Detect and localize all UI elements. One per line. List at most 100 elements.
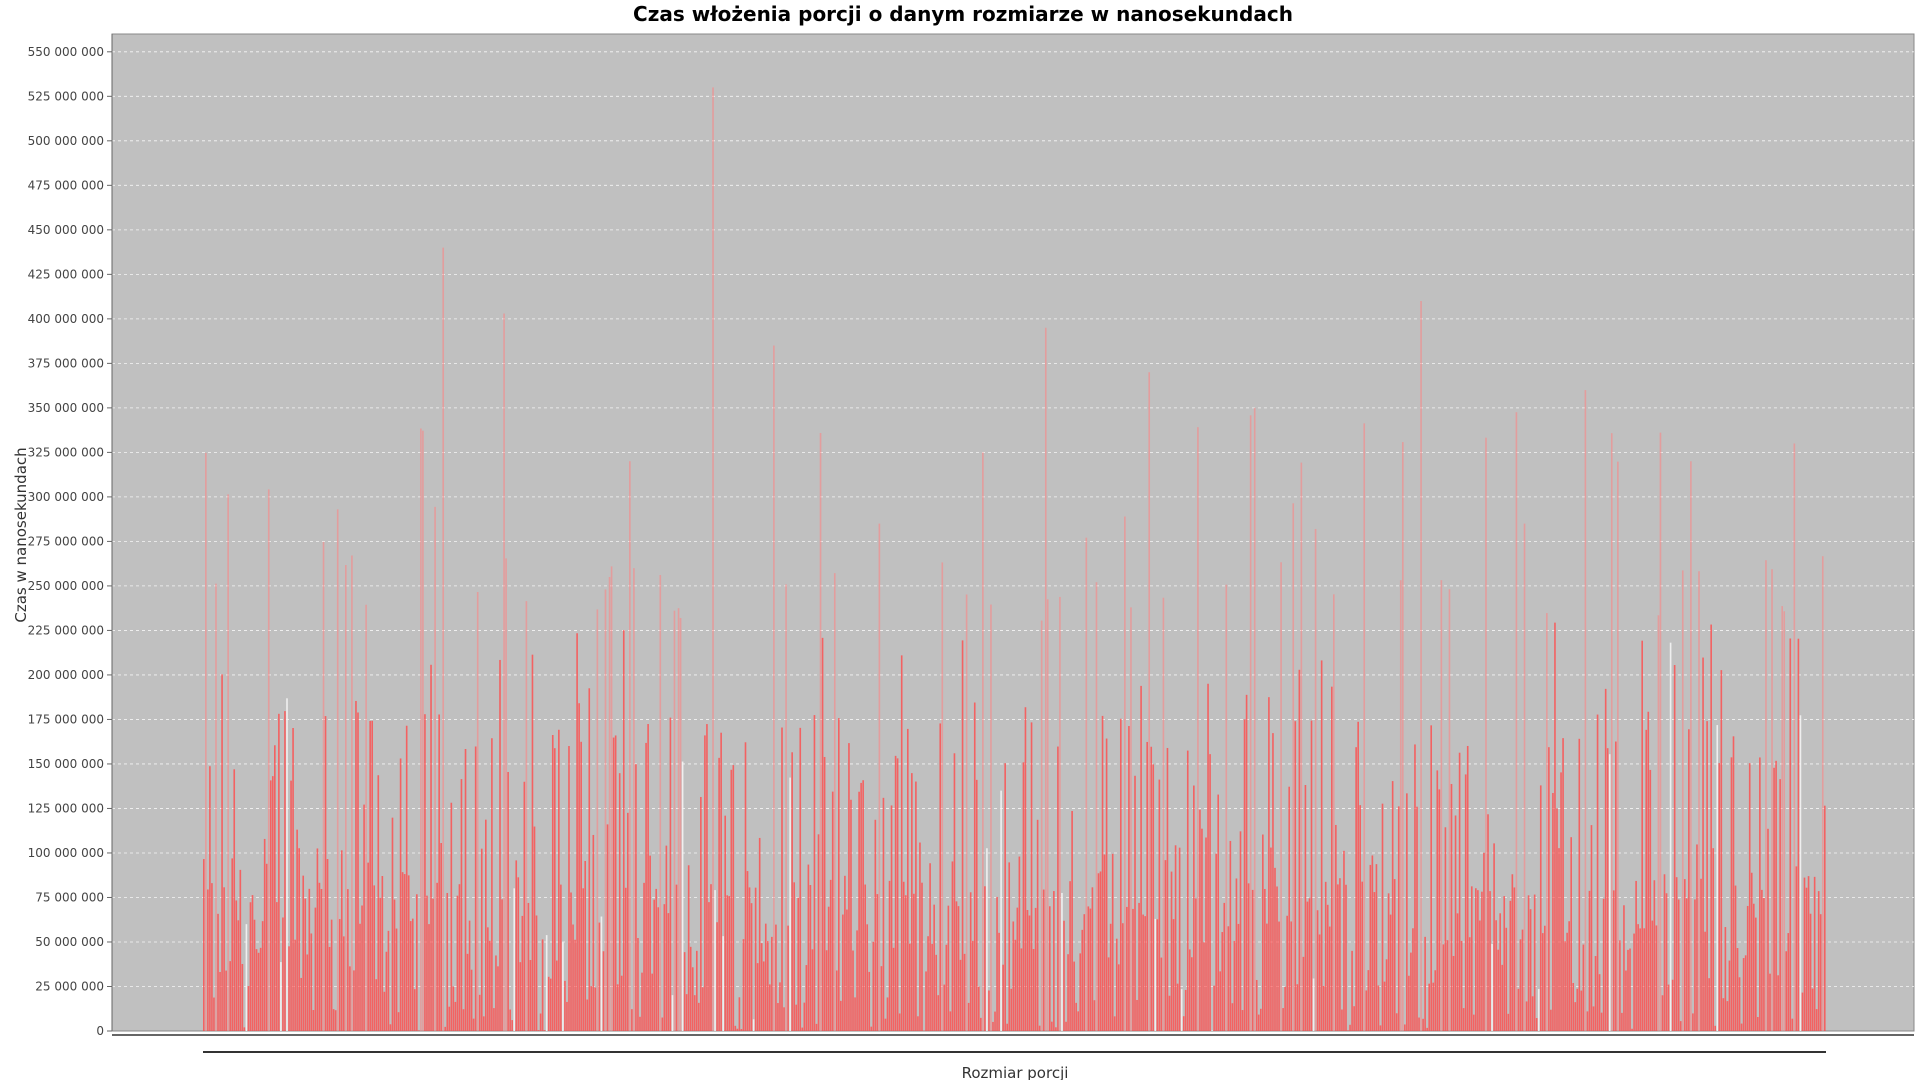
y-tick-label: 175 000 000: [28, 712, 104, 726]
bar: [830, 880, 832, 1031]
bar: [1027, 910, 1029, 1031]
bar: [1534, 895, 1536, 1031]
bar: [465, 749, 467, 1031]
bar: [1781, 606, 1783, 1031]
bar: [1733, 736, 1735, 1031]
bar: [1343, 851, 1345, 1031]
bar: [895, 756, 897, 1031]
bar: [1262, 835, 1264, 1031]
bar: [1049, 906, 1051, 1031]
bar: [509, 1010, 511, 1031]
bar: [329, 947, 331, 1031]
bar: [404, 874, 406, 1031]
bar: [1694, 899, 1696, 1031]
y-tick-label: 125 000 000: [28, 801, 104, 815]
y-tick-label: 300 000 000: [28, 490, 104, 504]
bar: [351, 555, 353, 1031]
bar: [1422, 1019, 1424, 1031]
bar: [357, 712, 359, 1031]
bar: [217, 914, 219, 1031]
bar: [414, 989, 416, 1031]
bar: [1161, 958, 1163, 1031]
bar: [365, 605, 367, 1031]
bar: [978, 987, 980, 1031]
bar: [1067, 954, 1069, 1031]
bar: [353, 970, 355, 1031]
bar: [986, 848, 988, 1031]
bar: [519, 962, 521, 1031]
bar: [773, 346, 775, 1031]
bar: [801, 1028, 803, 1031]
bar: [327, 859, 329, 1031]
bar: [341, 850, 343, 1031]
bar: [599, 923, 601, 1031]
bar: [390, 1024, 392, 1031]
bar: [1497, 950, 1499, 1031]
bar: [1246, 695, 1248, 1031]
y-tick-label: 500 000 000: [28, 134, 104, 148]
bar: [952, 861, 954, 1031]
bar: [1323, 986, 1325, 1031]
bar: [260, 948, 262, 1031]
bar: [1282, 1008, 1284, 1031]
bar: [1197, 427, 1199, 1031]
bar: [536, 915, 538, 1031]
bar: [396, 929, 398, 1031]
bar: [664, 904, 666, 1031]
bar: [887, 997, 889, 1031]
bar: [207, 889, 209, 1031]
chart-title: Czas włożenia porcji o danym rozmiarze w…: [633, 2, 1293, 26]
y-tick-label: 375 000 000: [28, 356, 104, 370]
bar: [451, 803, 453, 1031]
bar: [483, 1016, 485, 1031]
bar: [1613, 890, 1615, 1031]
bar: [373, 885, 375, 1031]
bar: [1814, 877, 1816, 1031]
bar: [1280, 562, 1282, 1031]
bar: [1465, 774, 1467, 1031]
bar: [1063, 921, 1065, 1031]
bar: [1761, 890, 1763, 1031]
bar: [558, 730, 560, 1031]
bar: [619, 773, 621, 1031]
bar: [1796, 866, 1798, 1031]
bar: [647, 724, 649, 1031]
bar: [826, 950, 828, 1031]
bar: [787, 926, 789, 1031]
bar: [1171, 872, 1173, 1031]
bar: [1473, 1015, 1475, 1031]
bar: [1382, 804, 1384, 1031]
bar: [1341, 1010, 1343, 1031]
bar: [1643, 928, 1645, 1031]
bar: [1015, 940, 1017, 1031]
bar: [1410, 953, 1412, 1031]
bar: [1662, 995, 1664, 1031]
bar: [284, 711, 286, 1031]
bar: [1605, 689, 1607, 1031]
bar: [375, 979, 377, 1031]
bar: [1250, 415, 1252, 1031]
bar: [1215, 854, 1217, 1031]
bar: [566, 1002, 568, 1031]
bar: [1207, 684, 1209, 1031]
bar: [1299, 670, 1301, 1031]
bar: [1242, 1010, 1244, 1031]
bar: [1822, 556, 1824, 1031]
bar: [747, 871, 749, 1031]
bar: [810, 885, 812, 1031]
bar: [1747, 906, 1749, 1031]
bar: [1609, 754, 1611, 1031]
bar: [1309, 898, 1311, 1031]
bar: [252, 895, 254, 1031]
bar: [696, 951, 698, 1031]
bar: [1390, 915, 1392, 1031]
bar: [856, 930, 858, 1031]
plot-area: [112, 34, 1914, 1052]
bar: [907, 729, 909, 1031]
bar: [828, 907, 830, 1031]
bar: [286, 698, 288, 1031]
bar: [1692, 1013, 1694, 1031]
bar: [1731, 757, 1733, 1031]
bar: [1808, 876, 1810, 1031]
